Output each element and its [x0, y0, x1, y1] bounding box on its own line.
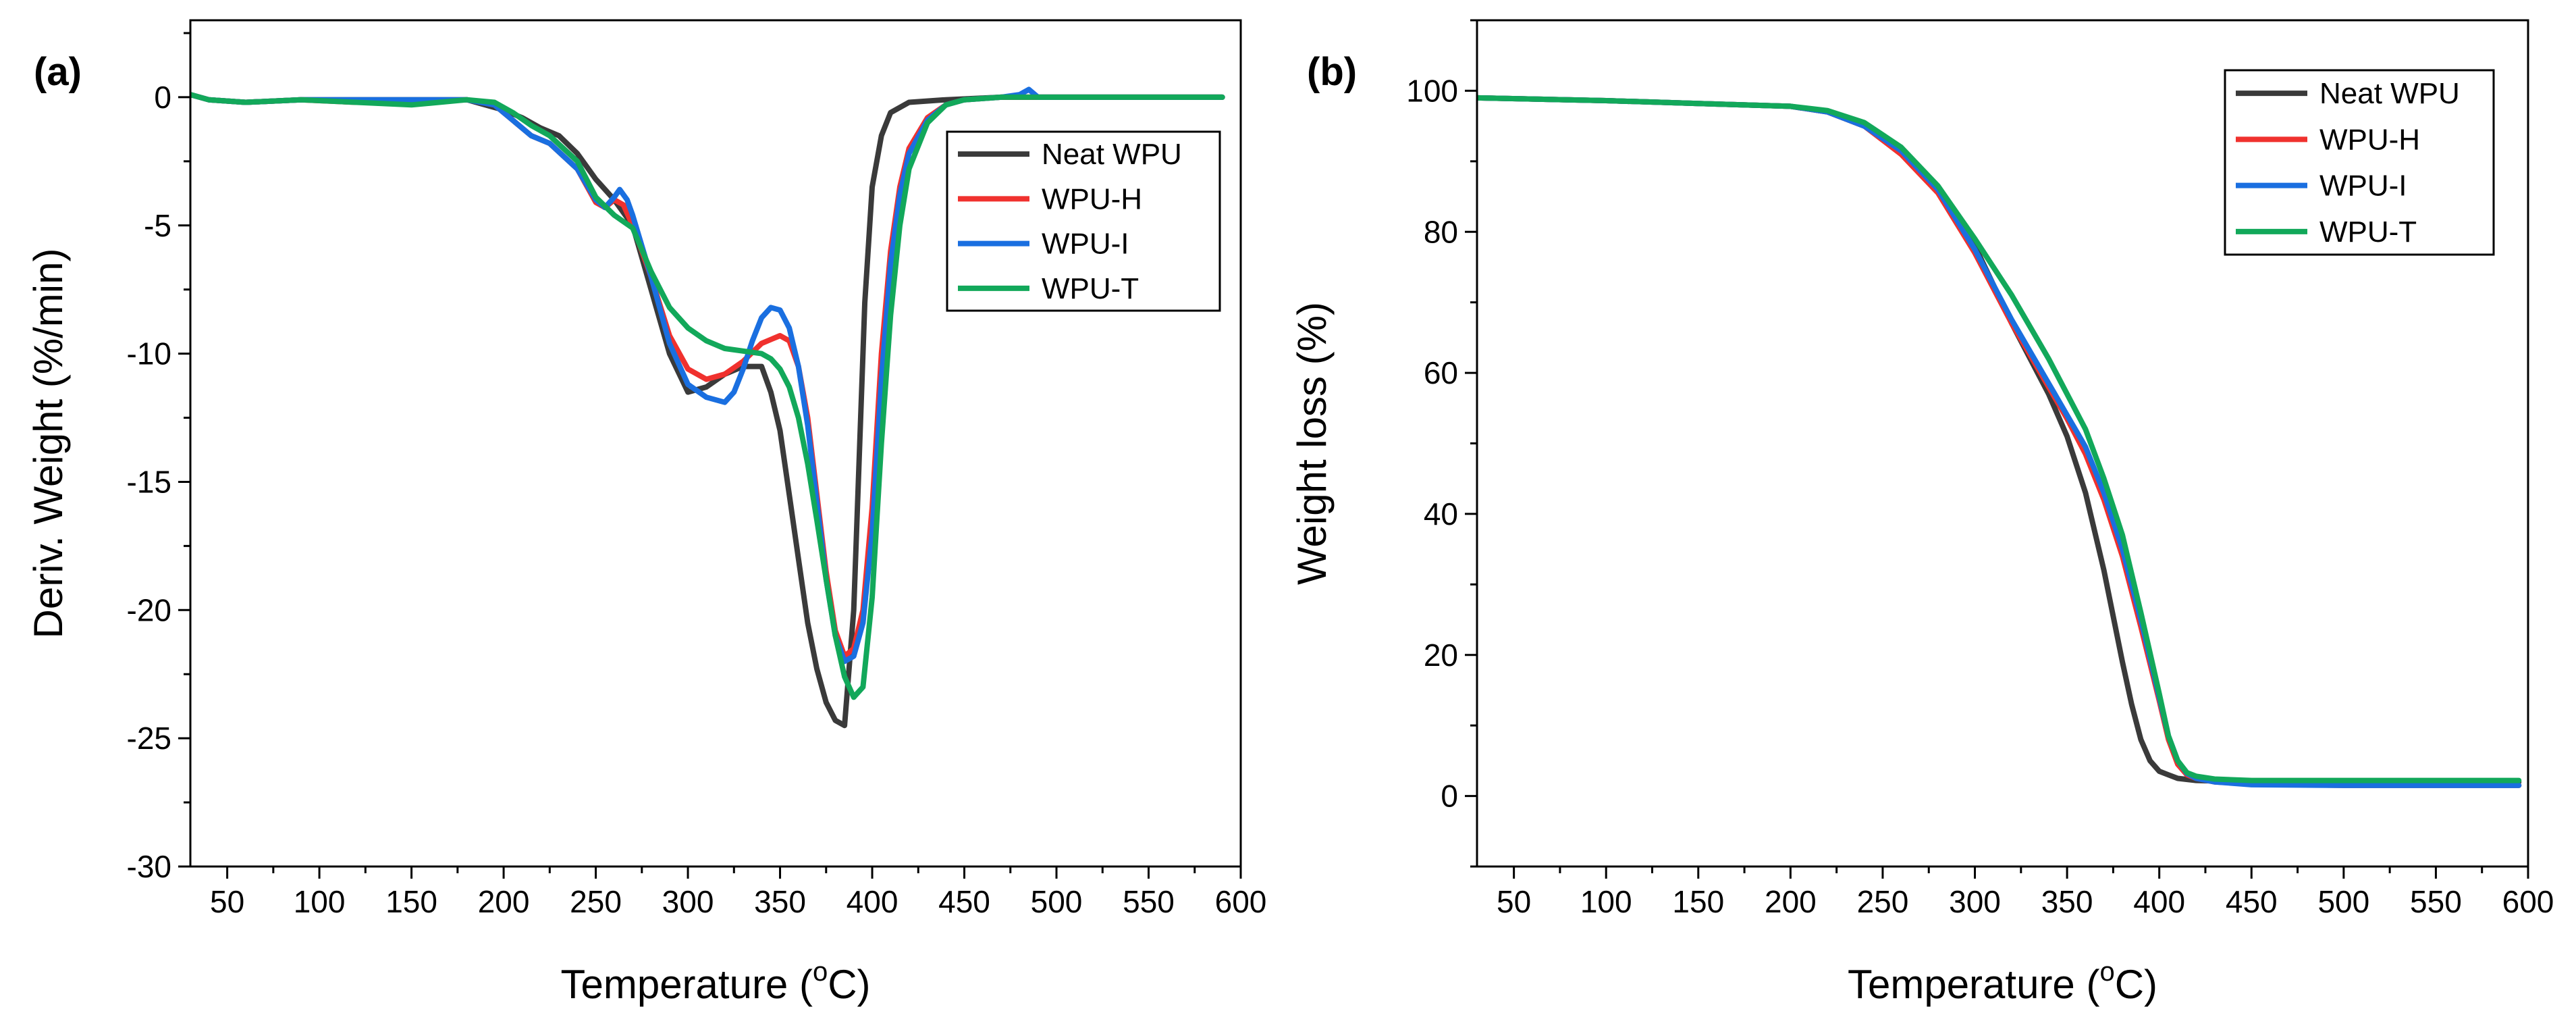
y-tick-label: 80: [1424, 214, 1458, 249]
x-tick-label: 350: [2041, 884, 2093, 919]
x-axis-title-superscript: o: [2099, 957, 2114, 987]
x-tick-label: 400: [2133, 884, 2185, 919]
legend-label-neat-wpu: Neat WPU: [2319, 77, 2460, 110]
x-tick-label: 450: [2226, 884, 2278, 919]
x-tick-label: 250: [570, 884, 622, 919]
x-tick-label: 600: [1215, 884, 1267, 919]
y-tick-label: -10: [127, 336, 171, 371]
panel-label: (b): [1307, 50, 1357, 94]
series-line-wpu-t: [1477, 95, 2522, 783]
legend-label-wpu-h: WPU-H: [2319, 123, 2420, 156]
x-axis-title-text: Temperature (: [1848, 962, 2099, 1007]
y-tick-label: 40: [1424, 496, 1458, 532]
legend-box: [946, 130, 1221, 312]
series-group: [190, 86, 1225, 729]
x-tick-label: 200: [1765, 884, 1817, 919]
x-tick-label: 500: [2317, 884, 2369, 919]
panel-b: 50 100 150 200 250 300 350 400 450 500 550 600 0 20 40…: [1289, 19, 2554, 1007]
y-tick-label: -5: [144, 208, 171, 243]
x-tick-label: 200: [478, 884, 530, 919]
y-tick-label: -20: [127, 592, 171, 627]
legend: Neat WPU WPU-H WPU-I WPU-T: [2224, 69, 2495, 256]
x-tick-label: 100: [1580, 884, 1632, 919]
y-axis-title: Weight loss (%): [1289, 302, 1335, 585]
x-axis-title-unit: C): [828, 962, 870, 1007]
x-axis-title: Temperature (oC): [1848, 957, 2157, 1007]
x-axis-title-text: Temperature (: [560, 962, 812, 1007]
legend: Neat WPU WPU-H WPU-I WPU-T: [946, 130, 1221, 312]
y-tick-label: 0: [154, 80, 171, 115]
y-tick-label: -30: [127, 849, 171, 884]
legend-label-neat-wpu: Neat WPU: [1042, 138, 1182, 171]
x-tick-label: 50: [1497, 884, 1531, 919]
x-tick-label: 300: [1949, 884, 2001, 919]
legend-label-wpu-t: WPU-T: [2319, 215, 2417, 249]
legend-box: [2224, 69, 2495, 256]
legend-label-wpu-i: WPU-I: [1042, 228, 1129, 261]
x-tick-label: 250: [1857, 884, 1909, 919]
legend-label-wpu-h: WPU-H: [1042, 182, 1142, 215]
x-tick-label: 150: [1672, 884, 1724, 919]
legend-label-wpu-i: WPU-I: [2319, 170, 2407, 203]
legend-label-wpu-t: WPU-T: [1042, 272, 1139, 305]
x-tick-label: 400: [847, 884, 898, 919]
x-tick-label: 450: [938, 884, 990, 919]
x-axis-title-superscript: o: [813, 957, 828, 987]
x-axis-title-unit: C): [2115, 962, 2157, 1007]
x-tick-label: 350: [754, 884, 806, 919]
series-line-wpu-t: [190, 92, 1225, 700]
y-tick-label: -15: [127, 464, 171, 499]
x-tick-label: 300: [662, 884, 714, 919]
panel-a: 50 100 150 200 250 300 350 400 450 500 550 600 0 -5 -1…: [26, 19, 1267, 1007]
panel-label: (a): [34, 50, 82, 94]
x-tick-label: 600: [2502, 884, 2554, 919]
y-tick-label: -25: [127, 721, 171, 756]
x-tick-label: 100: [294, 884, 346, 919]
x-tick-label: 150: [385, 884, 437, 919]
x-tick-label: 550: [1123, 884, 1175, 919]
plot-frame: [189, 19, 1242, 868]
series-group: [1477, 95, 2522, 788]
y-tick-label: 0: [1441, 779, 1458, 814]
x-tick-label: 50: [210, 884, 244, 919]
x-tick-label: 500: [1031, 884, 1083, 919]
y-tick-label: 60: [1424, 355, 1458, 390]
y-tick-label: 20: [1424, 638, 1458, 673]
y-axis-title: Deriv. Weight (%/min): [26, 249, 71, 639]
y-tick-label: 100: [1406, 73, 1458, 108]
x-axis-title: Temperature (oC): [560, 957, 870, 1007]
x-tick-label: 550: [2410, 884, 2462, 919]
